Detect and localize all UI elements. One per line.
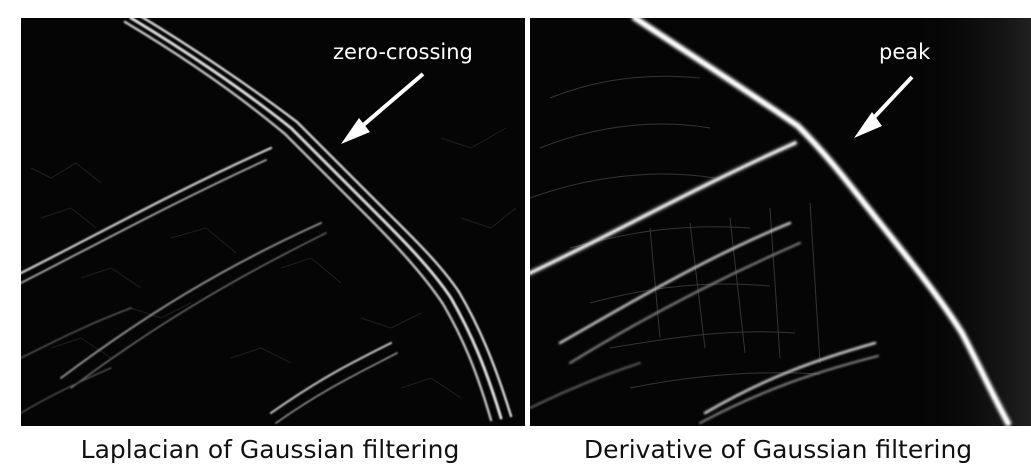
laplacian-caption: Laplacian of Gaussian filtering — [80, 435, 460, 464]
derivative-caption: Derivative of Gaussian filtering — [583, 435, 973, 464]
peak-arrow — [854, 75, 914, 138]
laplacian-image-panel: zero-crossing — [21, 18, 525, 426]
derivative-image-panel: peak — [530, 18, 1031, 426]
derivative-filtered-image — [530, 18, 1031, 426]
laplacian-filtered-image — [21, 18, 525, 426]
peak-label: peak — [879, 40, 931, 64]
zero-crossing-arrow — [341, 72, 425, 144]
zero-crossing-label: zero-crossing — [333, 40, 473, 64]
